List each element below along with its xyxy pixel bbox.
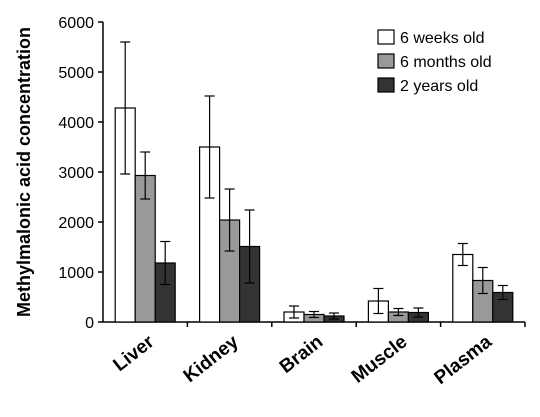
legend-swatch <box>377 29 395 45</box>
error-bar-kidney-series-1 <box>204 95 215 199</box>
error-bar-kidney-series-2 <box>224 188 235 252</box>
x-ticks <box>186 322 526 327</box>
category-label-brain: Brain <box>276 331 327 377</box>
y-ticks: 0 1000 2000 3000 4000 5000 6000 <box>58 15 103 332</box>
legend-item: 6 weeks old <box>377 29 485 47</box>
category-label-plasma: Plasma <box>431 331 497 389</box>
y-tick-label: 0 <box>85 315 94 332</box>
error-bar-liver-series-2 <box>140 151 151 200</box>
y-axis-label: Methylmalonic acid concentration <box>14 27 34 317</box>
error-bar-kidney-series-3 <box>244 209 255 284</box>
legend-label: 6 months old <box>400 54 492 71</box>
category-label-muscle: Muscle <box>348 331 412 387</box>
legend-swatch <box>377 53 395 69</box>
category-label-liver: Liver <box>110 331 159 376</box>
y-tick-label: 1000 <box>58 265 94 282</box>
error-bar-brain-series-3 <box>329 312 339 320</box>
y-tick-label: 3000 <box>58 165 94 182</box>
legend: 6 weeks old 6 months old 2 years old <box>377 29 492 95</box>
legend-item: 2 years old <box>377 77 478 95</box>
y-tick-label: 4000 <box>58 115 94 132</box>
x-axis <box>103 321 526 327</box>
error-bar-muscle-series-1 <box>373 287 384 315</box>
y-axis: 0 1000 2000 3000 4000 5000 6000 <box>58 15 104 332</box>
error-bar-muscle-series-2 <box>393 307 404 317</box>
category-label-kidney: Kidney <box>180 331 243 387</box>
error-bar-liver-series-1 <box>120 41 131 175</box>
y-tick-label: 5000 <box>58 65 94 82</box>
legend-label: 2 years old <box>400 78 478 95</box>
error-bar-muscle-series-3 <box>413 307 424 318</box>
category-labels: Liver Kidney Brain Muscle Plasma <box>110 331 497 389</box>
error-bar-brain-series-1 <box>289 305 299 319</box>
error-bar-brain-series-2 <box>309 310 319 319</box>
y-tick-label: 6000 <box>58 15 94 32</box>
bars <box>114 107 514 323</box>
legend-item: 6 months old <box>377 53 492 71</box>
error-bars <box>120 41 508 320</box>
y-tick-label: 2000 <box>58 215 94 232</box>
error-bar-plasma-series-3 <box>497 284 508 301</box>
legend-swatch <box>377 77 395 93</box>
error-bar-plasma-series-2 <box>477 266 488 295</box>
legend-label: 6 weeks old <box>400 30 485 47</box>
error-bar-liver-series-3 <box>160 240 171 286</box>
error-bar-plasma-series-1 <box>457 242 468 267</box>
